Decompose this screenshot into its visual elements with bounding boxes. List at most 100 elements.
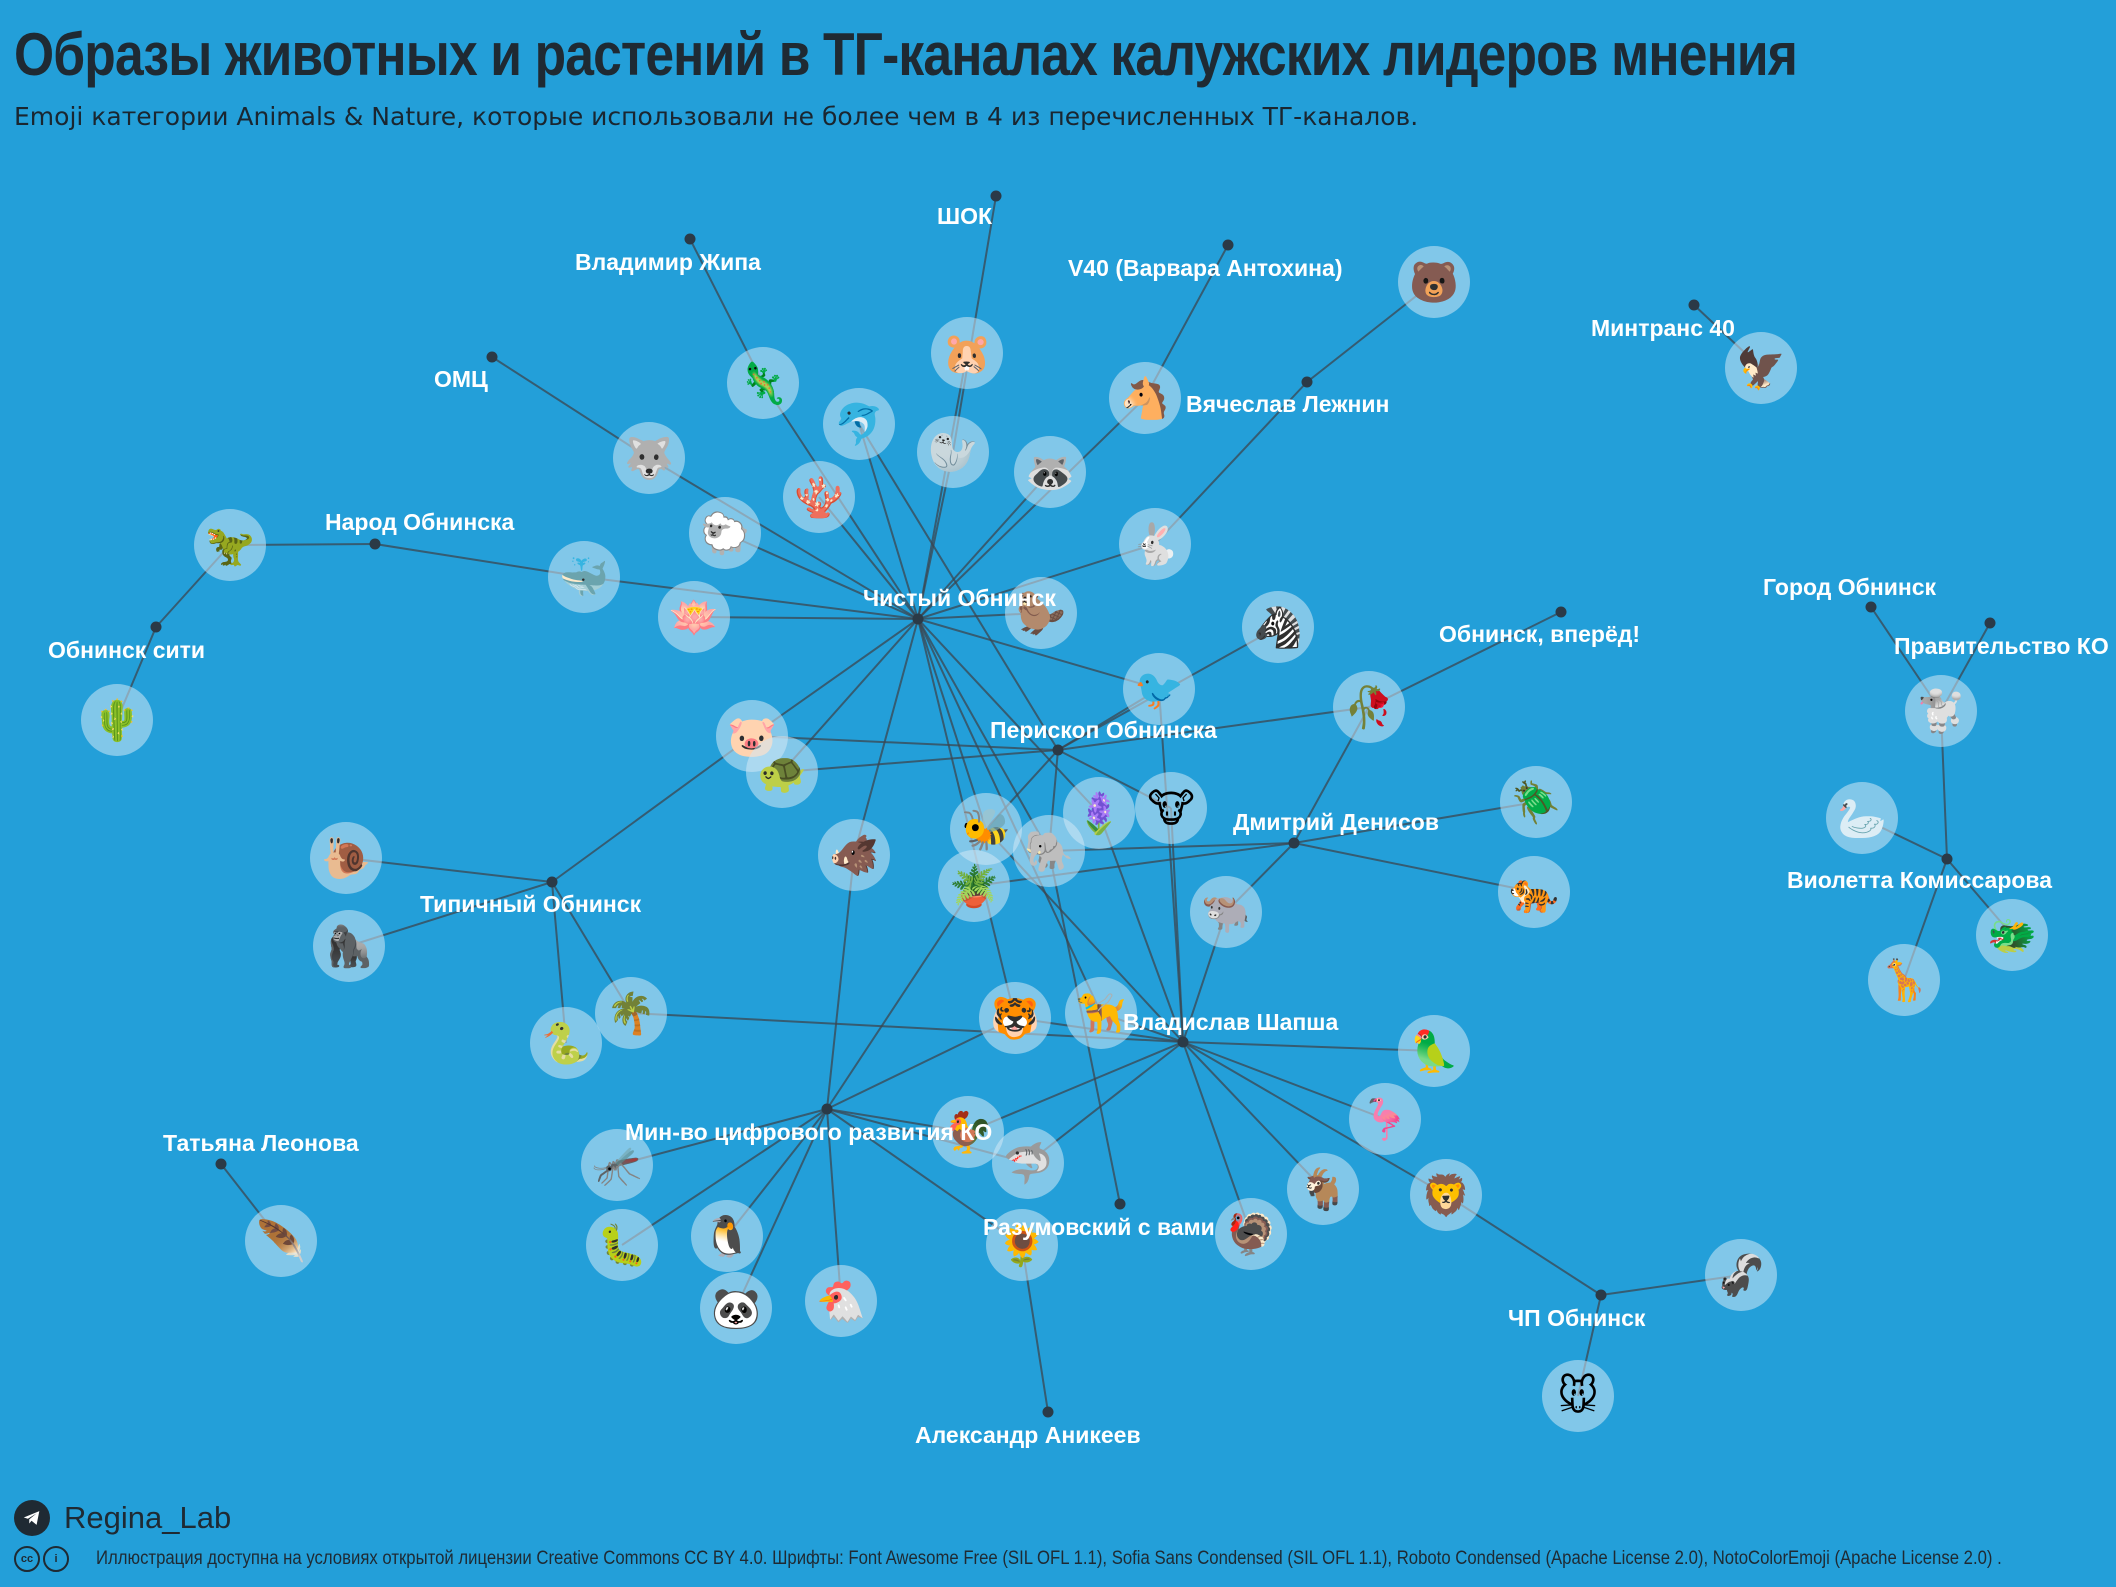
channel-label-omc: ОМЦ	[434, 366, 488, 392]
emoji-node-hyacinth: 🪻	[1063, 777, 1135, 849]
emoji-bubble	[992, 1127, 1064, 1199]
edge-wilted_rose-periskop	[1057, 706, 1370, 751]
sunflower-icon: 🌻	[997, 1222, 1047, 1269]
gorilla-icon: 🦍	[324, 923, 374, 970]
emoji-bubble	[727, 347, 799, 419]
turkey-icon: 🦃	[1226, 1211, 1276, 1258]
emoji-bubble	[1242, 591, 1314, 663]
sheep-icon: 🐑	[700, 509, 750, 557]
emoji-node-giraffe: 🦒	[1868, 944, 1940, 1016]
channel-label-lezhnin: Вячеслав Лежнин	[1186, 391, 1389, 417]
emoji-node-mouse: 🐭	[1542, 1360, 1614, 1432]
emoji-bubble	[581, 1129, 653, 1201]
emoji-bubble	[1333, 671, 1405, 743]
emoji-node-water_buffalo: 🐃	[1190, 876, 1262, 948]
emoji-node-shark: 🦈	[992, 1127, 1064, 1199]
emoji-node-dolphin: 🐬	[823, 388, 895, 460]
emoji-node-beetle: 🪲	[1500, 766, 1572, 838]
attribution-icon: i	[43, 1546, 69, 1572]
panda-icon: 🐼	[711, 1285, 761, 1332]
emoji-bubble	[1976, 899, 2048, 971]
emoji-node-gorilla: 🦍	[313, 910, 385, 982]
emoji-bubble	[823, 388, 895, 460]
bird-icon: 🐦	[1134, 667, 1184, 713]
edge-rooster-shapsha	[967, 1041, 1184, 1133]
beaver-icon: 🦫	[1016, 590, 1066, 637]
emoji-bubble	[1349, 1083, 1421, 1155]
hub-chisty	[912, 613, 924, 625]
mouse-icon: 🐭	[1557, 1373, 1599, 1420]
emoji-node-tiger_face: 🐯	[979, 982, 1051, 1054]
emoji-bubble	[700, 1272, 772, 1344]
parrot-icon: 🦜	[1409, 1027, 1459, 1075]
brand-name: Regina_Lab	[64, 1500, 232, 1535]
water_buffalo-icon: 🐃	[1201, 890, 1251, 936]
emoji-node-parrot: 🦜	[1398, 1015, 1470, 1087]
caterpillar-icon: 🐛	[597, 1222, 647, 1269]
emoji-bubble	[1013, 815, 1085, 887]
brand: Regina_Lab	[14, 1500, 231, 1536]
cc-icon: cc	[14, 1546, 40, 1572]
emoji-bubble	[689, 497, 761, 569]
emoji-bubble	[313, 910, 385, 982]
emoji-node-lizard: 🦎	[727, 347, 799, 419]
poodle-icon: 🐩	[1916, 687, 1966, 735]
hub-gorod	[1865, 601, 1877, 613]
emoji-node-beaver: 🦫	[1005, 577, 1077, 649]
emoji-node-caterpillar: 🐛	[586, 1209, 658, 1281]
emoji-bubble	[1725, 332, 1797, 404]
emoji-bubble	[691, 1200, 763, 1272]
emoji-node-coral: 🪸	[783, 461, 855, 533]
emoji-node-whale: 🐳	[548, 541, 620, 613]
whale-icon: 🐳	[559, 555, 609, 601]
channel-label-shapsha: Владислав Шапша	[1123, 1009, 1338, 1035]
emoji-bubble	[1119, 508, 1191, 580]
wolf-icon: 🐺	[624, 435, 674, 482]
potted_plant-icon: 🪴	[949, 862, 999, 910]
emoji-node-horse: 🐴	[1109, 362, 1181, 434]
turtle-icon: 🐢	[757, 750, 807, 796]
emoji-bubble	[1542, 1360, 1614, 1432]
hub-lezhnin	[1301, 376, 1313, 388]
lotus-icon: 🪷	[669, 595, 719, 641]
dragon-icon: 🐲	[1987, 913, 2037, 959]
edge-pig-tipichny	[551, 735, 753, 883]
edge-elephant-denisov	[1048, 842, 1295, 852]
emoji-bubble	[1705, 1239, 1777, 1311]
snake-icon: 🐍	[541, 1020, 591, 1067]
wilted_rose-icon: 🥀	[1344, 683, 1394, 731]
edge-lotus-chisty	[693, 616, 919, 620]
eagle-icon: 🦅	[1736, 344, 1786, 392]
emoji-node-panda: 🐼	[700, 1272, 772, 1344]
feather-icon: 🪶	[256, 1217, 306, 1265]
emoji-node-snail: 🐌	[310, 822, 382, 894]
horse-icon: 🐴	[1120, 375, 1170, 422]
emoji-bubble	[805, 1265, 877, 1337]
hub-tipichny	[546, 876, 558, 888]
skunk-icon: 🦨	[1716, 1252, 1766, 1299]
hub-layer	[150, 190, 1996, 1418]
snail-icon: 🐌	[321, 836, 371, 882]
emoji-node-poodle: 🐩	[1905, 675, 1977, 747]
emoji-node-potted_plant: 🪴	[938, 850, 1010, 922]
emoji-node-chicken: 🐔	[805, 1265, 877, 1337]
emoji-node-wilted_rose: 🥀	[1333, 671, 1405, 743]
edge-potted_plant-mincifr	[826, 885, 975, 1110]
emoji-bubble	[1398, 1015, 1470, 1087]
emoji-node-flamingo: 🦩	[1349, 1083, 1421, 1155]
emoji-bubble	[586, 1209, 658, 1281]
emoji-bubble	[1063, 777, 1135, 849]
emoji-node-sheep: 🐑	[689, 497, 761, 569]
hub-obn_city	[150, 621, 162, 633]
emoji-bubble	[1215, 1198, 1287, 1270]
channel-label-narod: Народ Обнинска	[325, 509, 515, 535]
rooster-icon: 🐓	[943, 1109, 993, 1156]
penguin-icon: 🐧	[702, 1213, 752, 1260]
edge-lion-shapsha	[1182, 1041, 1447, 1196]
edge-elephant-chisty	[917, 618, 1050, 852]
channel-label-leonova: Татьяна Леонова	[163, 1130, 359, 1156]
boar-icon: 🐗	[829, 832, 879, 879]
emoji-node-hamster: 🐹	[931, 317, 1003, 389]
trex-icon: 🦖	[205, 523, 255, 569]
edge-pig-periskop	[751, 735, 1059, 751]
